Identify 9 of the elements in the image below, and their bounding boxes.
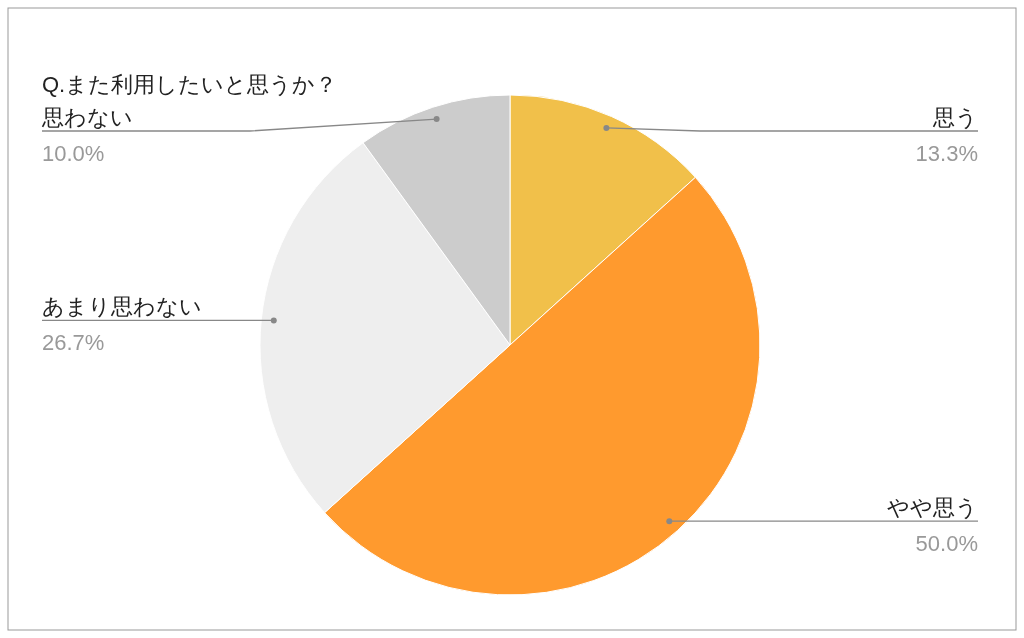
slice-label: あまり思わない [42, 294, 202, 320]
data-label: 26.7% [42, 330, 105, 356]
slice-label: 思う [932, 105, 978, 130]
data-label: 50.0% [915, 531, 978, 557]
data-label: 10.0% [42, 141, 105, 166]
chart-title: Q.また利用したいと思うか？ [42, 72, 338, 97]
slice-label: やや思う [887, 495, 978, 521]
slice-label: 思わない [41, 105, 133, 130]
data-label: 13.3% [915, 141, 978, 166]
